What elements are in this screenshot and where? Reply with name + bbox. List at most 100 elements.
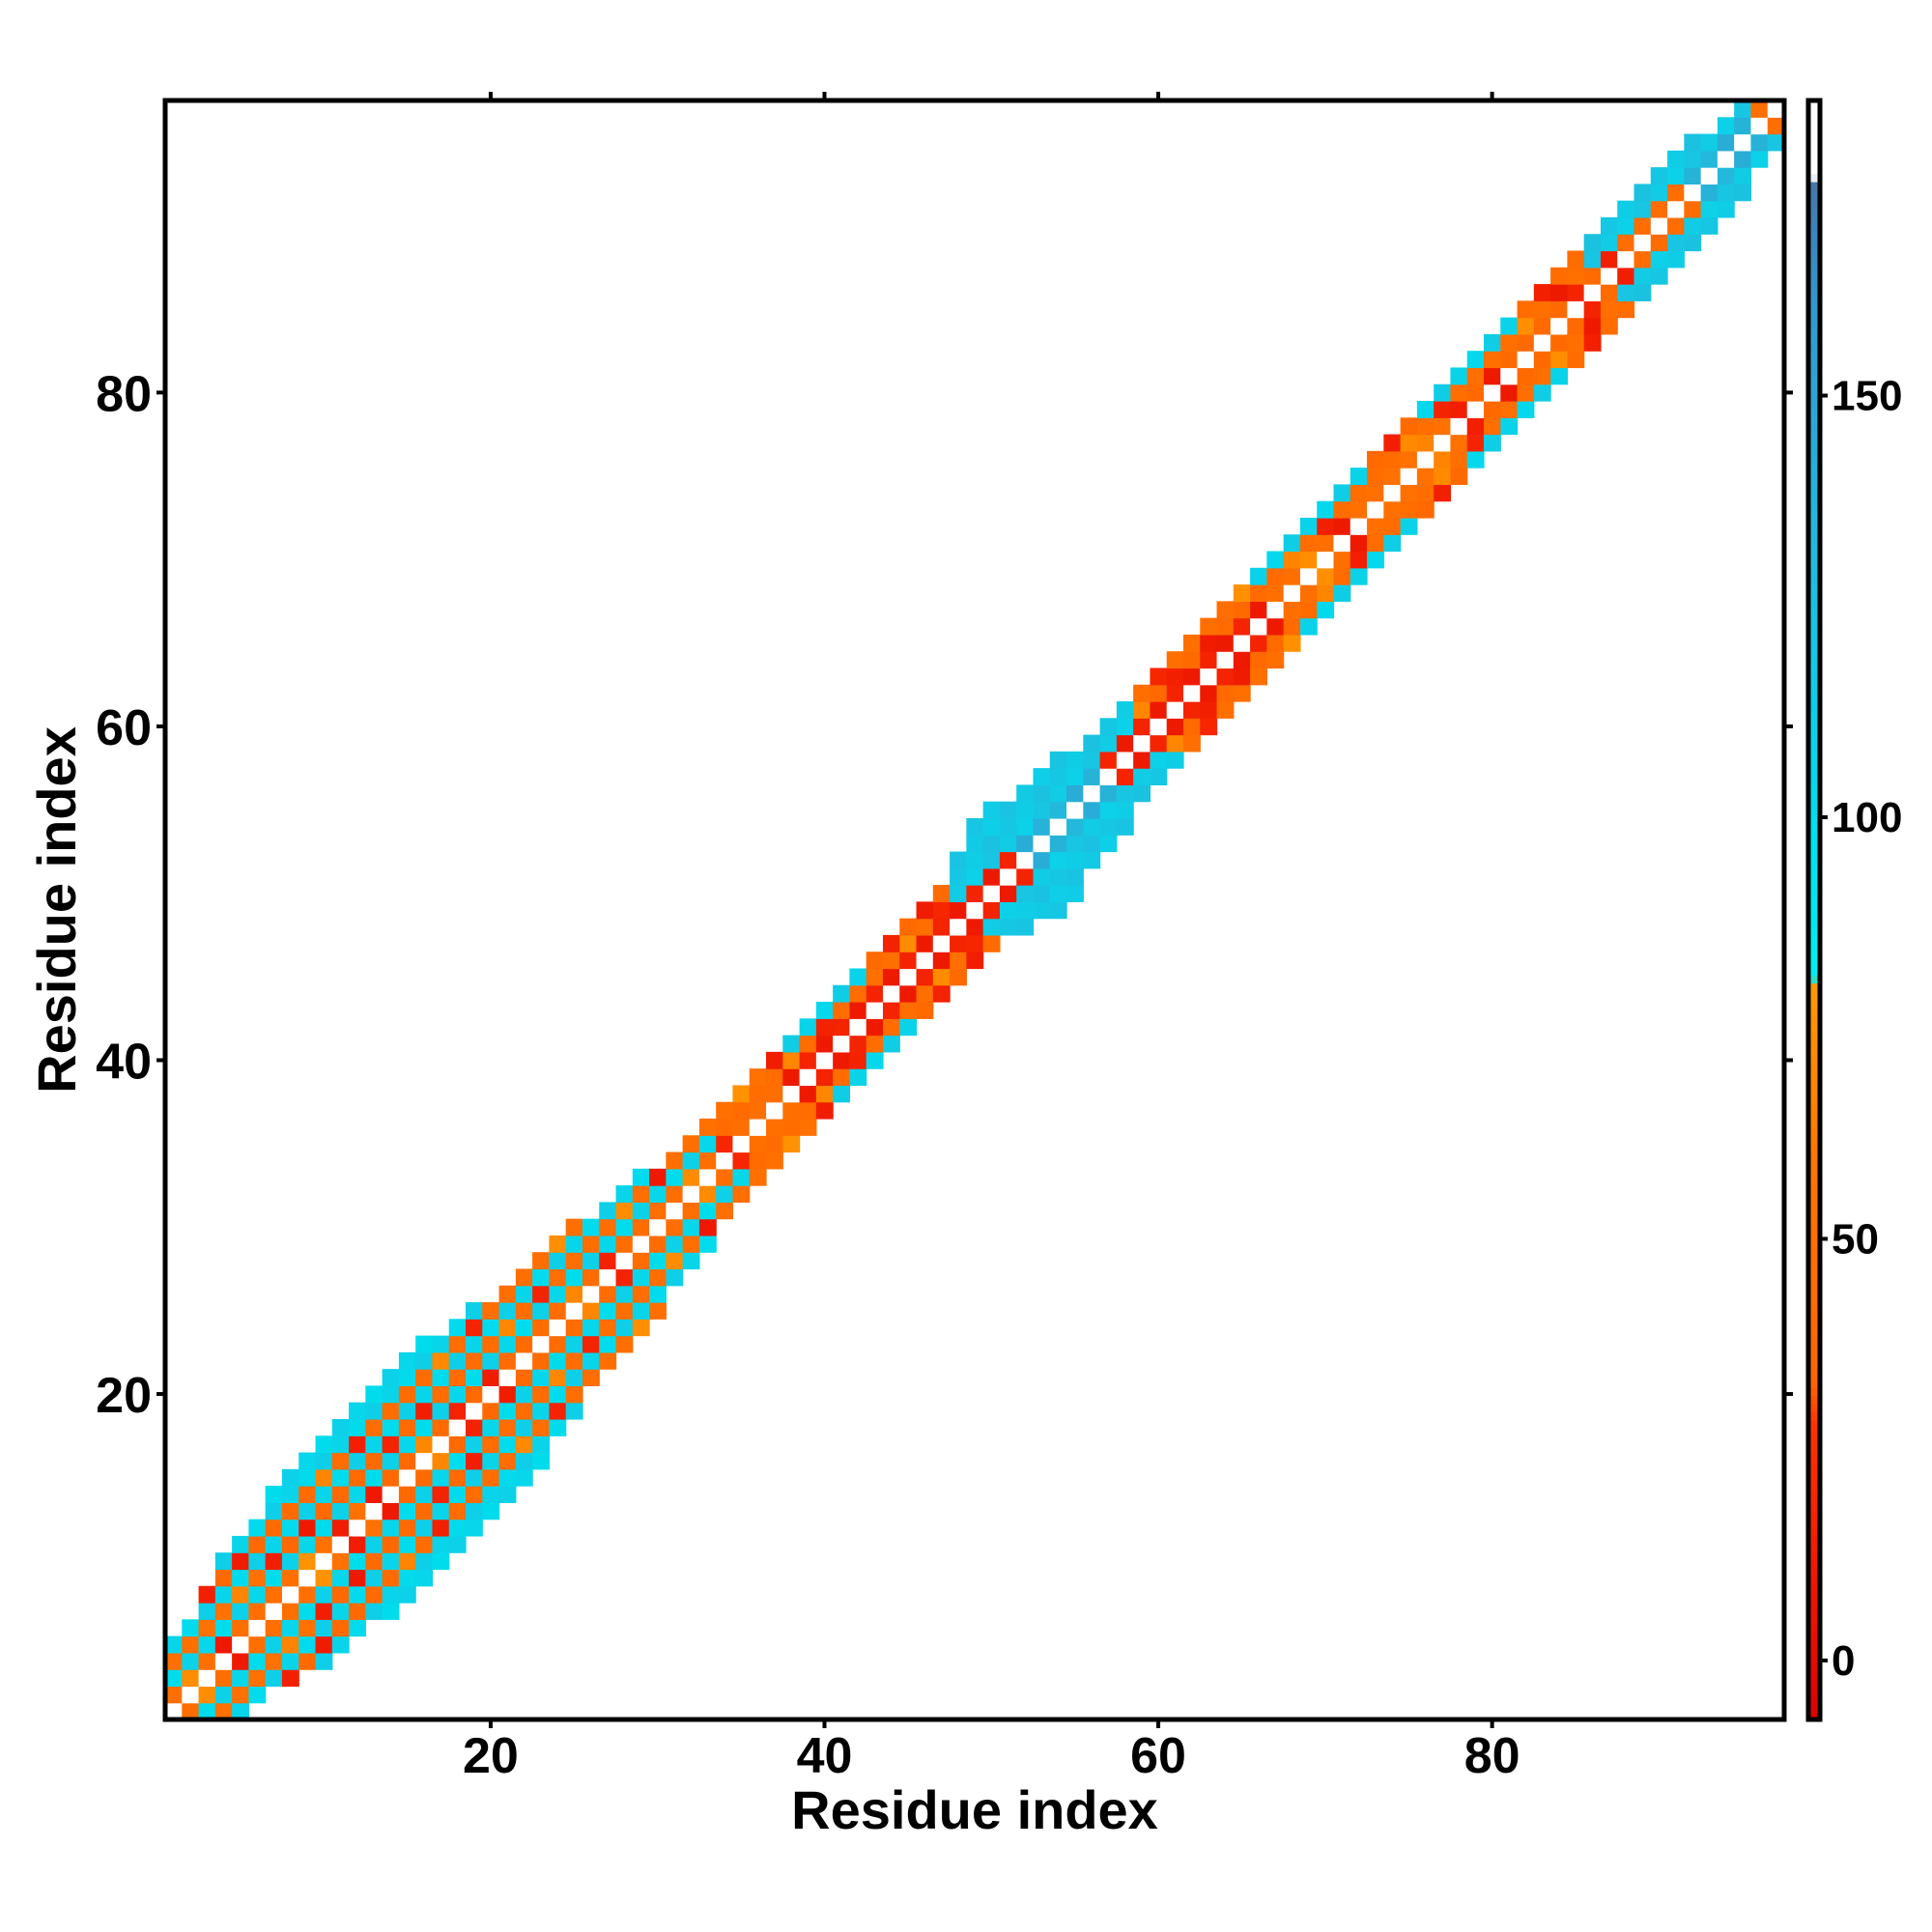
heatmap-cell — [615, 1235, 634, 1253]
axis-ticks — [156, 92, 1793, 1728]
heatmap-cell — [1567, 267, 1585, 285]
heatmap-cell — [615, 1185, 634, 1203]
colorbar-band — [1808, 894, 1820, 903]
colorbar-band — [1808, 918, 1820, 927]
heatmap-cell — [782, 1051, 801, 1069]
colorbar-band — [1808, 975, 1820, 984]
heatmap-cell — [165, 1686, 183, 1704]
heatmap-cell — [582, 1335, 600, 1353]
heatmap-cell — [565, 1402, 583, 1420]
colorbar-band — [1808, 990, 1820, 1000]
heatmap-cell — [498, 1302, 517, 1320]
heatmap-cell — [632, 1235, 650, 1253]
heatmap-cell — [1517, 367, 1535, 385]
heatmap-cell — [1550, 267, 1568, 285]
heatmap-cell — [1550, 284, 1568, 301]
heatmap-cell — [549, 1268, 567, 1287]
heatmap-cell — [1350, 484, 1368, 502]
heatmap-cell — [1317, 567, 1335, 585]
heatmap-cell — [382, 1519, 400, 1537]
heatmap-cell — [649, 1285, 667, 1303]
heatmap-cell — [565, 1369, 583, 1387]
heatmap-cell — [1150, 718, 1168, 736]
heatmap-cell — [932, 968, 951, 986]
heatmap-cell — [1416, 484, 1435, 502]
heatmap-cell — [482, 1369, 500, 1387]
colorbar-band — [1808, 1088, 1820, 1097]
heatmap-cell — [716, 1168, 734, 1186]
heatmap-cell — [1016, 867, 1035, 886]
heatmap-cell — [682, 1218, 700, 1236]
heatmap-cell — [365, 1418, 384, 1436]
heatmap-cell — [1567, 300, 1585, 319]
heatmap-cell — [950, 867, 967, 886]
heatmap-cell — [799, 1051, 817, 1069]
heatmap-cell — [281, 1585, 299, 1604]
heatmap-cell — [833, 1085, 851, 1103]
heatmap-cell — [1434, 468, 1452, 485]
heatmap-cell — [815, 1002, 834, 1019]
colorbar-band — [1808, 375, 1820, 385]
heatmap-cell — [549, 1335, 567, 1353]
colorbar-band — [1808, 1014, 1820, 1025]
heatmap-cell — [415, 1452, 434, 1470]
heatmap-cell — [466, 1335, 483, 1353]
colorbar-band — [1808, 1193, 1820, 1203]
heatmap-cell — [666, 1151, 684, 1170]
heatmap-cell — [1066, 784, 1084, 803]
heatmap-cell — [999, 801, 1017, 819]
heatmap-cell — [1066, 885, 1084, 902]
heatmap-cell — [565, 1268, 583, 1287]
heatmap-cell — [615, 1285, 634, 1303]
heatmap-cell — [398, 1468, 416, 1487]
heatmap-cell — [298, 1619, 317, 1637]
heatmap-cell — [632, 1268, 650, 1287]
heatmap-cell — [565, 1335, 583, 1353]
heatmap-cell — [849, 1051, 867, 1069]
colorbar-band — [1808, 683, 1820, 693]
heatmap-cell — [932, 918, 951, 936]
colorbar-band — [1808, 1379, 1820, 1389]
heatmap-cell — [498, 1285, 517, 1303]
heatmap-cell — [1033, 885, 1051, 902]
heatmap-cell — [966, 901, 984, 920]
heatmap-cell — [615, 1218, 634, 1236]
heatmap-cell — [1116, 718, 1134, 736]
heatmap-cell — [1066, 835, 1084, 853]
heatmap-cell — [198, 1603, 216, 1620]
heatmap-cell — [1400, 468, 1418, 485]
heatmap-cell — [432, 1335, 450, 1353]
heatmap-cell — [382, 1603, 400, 1620]
heatmap-cell — [799, 1085, 817, 1103]
heatmap-cell — [1250, 668, 1267, 686]
heatmap-cell — [415, 1418, 434, 1436]
colorbar-band — [1808, 1152, 1820, 1162]
heatmap-cell — [849, 1035, 867, 1053]
heatmap-cell — [766, 1118, 783, 1136]
colorbar-band — [1808, 125, 1820, 134]
heatmap-cell — [365, 1569, 384, 1587]
heatmap-cell — [331, 1569, 350, 1587]
heatmap-cell — [1483, 367, 1501, 385]
heatmap-cell — [448, 1319, 467, 1337]
colorbar-band — [1808, 400, 1820, 410]
heatmap-cell — [382, 1535, 400, 1553]
heatmap-cell — [315, 1468, 333, 1487]
heatmap-cell — [682, 1235, 700, 1253]
heatmap-cell — [1116, 784, 1134, 803]
colorbar-band — [1808, 367, 1820, 377]
heatmap-cell — [232, 1552, 249, 1571]
heatmap-cell — [482, 1402, 500, 1420]
colorbar-band — [1808, 1047, 1820, 1057]
heatmap-cell — [632, 1168, 650, 1186]
heatmap-cell — [515, 1402, 533, 1420]
heatmap-cell — [1500, 417, 1519, 436]
y-tick-label: 60 — [96, 700, 152, 756]
heatmap-cell — [1600, 284, 1618, 301]
heatmap-cell — [1700, 133, 1719, 152]
heatmap-cell — [498, 1486, 517, 1503]
heatmap-cell — [1049, 801, 1067, 819]
heatmap-cell — [1767, 100, 1785, 118]
heatmap-cell — [265, 1603, 283, 1620]
heatmap-cell — [281, 1519, 299, 1537]
